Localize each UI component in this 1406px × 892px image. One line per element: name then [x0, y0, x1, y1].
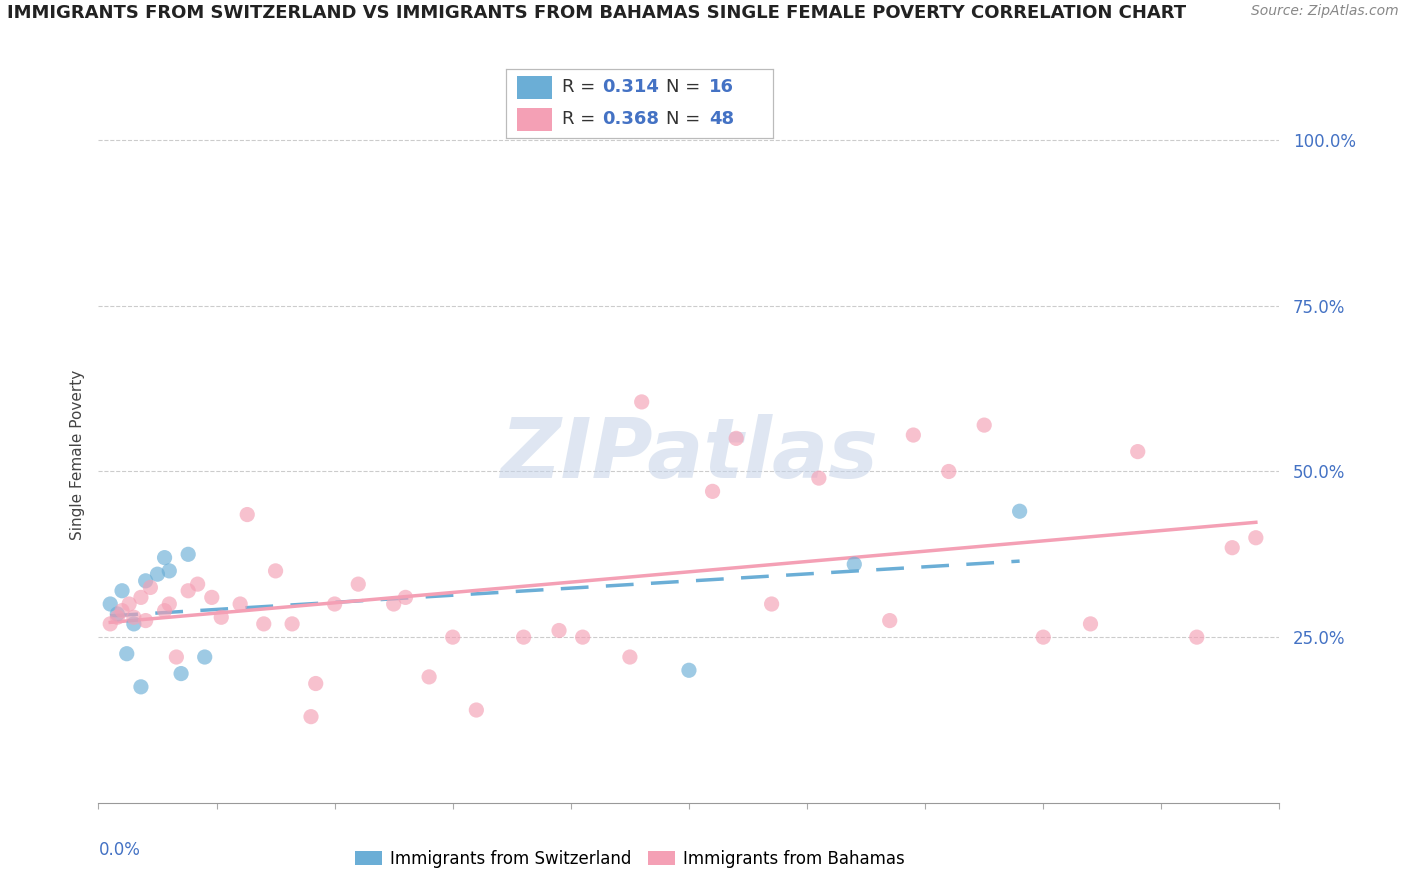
Point — [418, 670, 440, 684]
Point — [157, 597, 180, 611]
Point — [281, 616, 304, 631]
Point — [264, 564, 287, 578]
Text: 48: 48 — [709, 111, 734, 128]
Point — [139, 581, 162, 595]
Point — [153, 550, 176, 565]
Point — [129, 680, 152, 694]
Point — [201, 591, 224, 605]
Point — [844, 558, 866, 572]
Point — [619, 650, 641, 665]
Point — [170, 666, 193, 681]
Text: N =: N = — [666, 78, 706, 96]
Point — [135, 614, 157, 628]
Point — [253, 616, 276, 631]
Text: IMMIGRANTS FROM SWITZERLAND VS IMMIGRANTS FROM BAHAMAS SINGLE FEMALE POVERTY COR: IMMIGRANTS FROM SWITZERLAND VS IMMIGRANT… — [7, 4, 1187, 22]
Text: 16: 16 — [709, 78, 734, 96]
Point — [194, 650, 217, 665]
Point — [135, 574, 157, 588]
Point — [177, 547, 200, 561]
Point — [157, 564, 180, 578]
Point — [347, 577, 370, 591]
Legend: Immigrants from Switzerland, Immigrants from Bahamas: Immigrants from Switzerland, Immigrants … — [349, 843, 911, 874]
Point — [98, 597, 121, 611]
Point — [153, 604, 176, 618]
Point — [512, 630, 534, 644]
Point — [105, 607, 128, 621]
Text: Source: ZipAtlas.com: Source: ZipAtlas.com — [1251, 4, 1399, 19]
Point — [129, 591, 152, 605]
Point — [115, 647, 138, 661]
Point — [111, 583, 134, 598]
Point — [879, 614, 901, 628]
Point — [323, 597, 346, 611]
Text: R =: R = — [562, 78, 602, 96]
Point — [938, 465, 960, 479]
Point — [1008, 504, 1031, 518]
Point — [105, 610, 128, 624]
Text: N =: N = — [666, 111, 706, 128]
Point — [122, 610, 145, 624]
Point — [761, 597, 783, 611]
Point — [1032, 630, 1054, 644]
Point — [973, 418, 995, 433]
Text: 0.0%: 0.0% — [98, 841, 141, 859]
Point — [1185, 630, 1208, 644]
FancyBboxPatch shape — [517, 76, 551, 99]
Point — [305, 676, 328, 690]
Point — [465, 703, 488, 717]
Point — [118, 597, 141, 611]
Point — [209, 610, 232, 624]
Point — [394, 591, 416, 605]
Point — [165, 650, 187, 665]
Point — [725, 431, 748, 445]
Point — [441, 630, 464, 644]
Y-axis label: Single Female Poverty: Single Female Poverty — [69, 370, 84, 540]
Text: 0.368: 0.368 — [602, 111, 659, 128]
Point — [146, 567, 169, 582]
Point — [111, 604, 134, 618]
Point — [678, 663, 700, 677]
FancyBboxPatch shape — [517, 108, 551, 131]
Point — [122, 616, 145, 631]
Point — [236, 508, 259, 522]
Point — [630, 395, 652, 409]
Point — [1126, 444, 1149, 458]
Point — [903, 428, 925, 442]
Point — [187, 577, 209, 591]
Point — [807, 471, 830, 485]
Point — [229, 597, 252, 611]
Point — [702, 484, 724, 499]
Point — [1080, 616, 1102, 631]
Point — [548, 624, 571, 638]
Point — [382, 597, 405, 611]
Point — [1220, 541, 1243, 555]
Point — [571, 630, 593, 644]
Text: 0.314: 0.314 — [602, 78, 659, 96]
Text: ZIPatlas: ZIPatlas — [501, 415, 877, 495]
Point — [1244, 531, 1267, 545]
Point — [98, 616, 121, 631]
Point — [299, 709, 322, 723]
Text: R =: R = — [562, 111, 602, 128]
Point — [177, 583, 200, 598]
